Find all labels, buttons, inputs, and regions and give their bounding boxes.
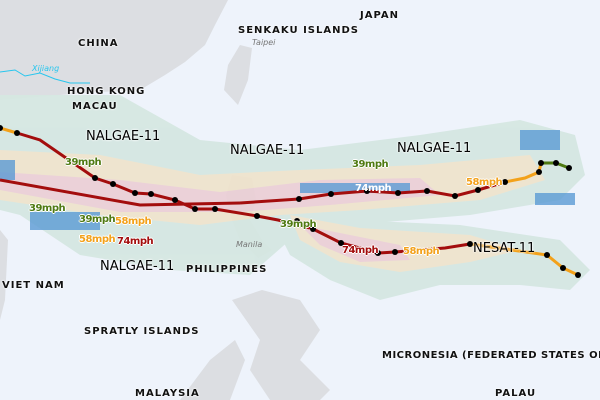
track-point xyxy=(338,240,344,246)
label-philippines: PHILIPPINES xyxy=(186,264,268,275)
swath-58mph-nesat xyxy=(290,215,520,272)
track-point xyxy=(254,213,260,219)
land-taiwan xyxy=(224,45,252,105)
label-manila: Manila xyxy=(236,240,263,249)
wind-label: 74mph xyxy=(342,245,379,256)
wind-label: 39mph xyxy=(352,159,389,170)
track-point xyxy=(395,190,401,196)
track-point xyxy=(14,130,20,136)
track-segment xyxy=(16,131,311,230)
track-point xyxy=(452,193,458,199)
wind-label: 58mph xyxy=(115,216,152,227)
wind-label: 58mph xyxy=(79,234,116,245)
label-malaysia: MALAYSIA xyxy=(135,388,200,399)
land-china xyxy=(0,0,228,100)
track-point xyxy=(538,160,544,166)
wind-label: 39mph xyxy=(65,157,102,168)
track-point xyxy=(475,187,481,193)
wind-label: 74mph xyxy=(117,236,154,247)
label-micronesia: MICRONESIA (FEDERATED STATES OF) xyxy=(382,350,600,361)
track-point xyxy=(132,190,138,196)
rain-cell xyxy=(520,130,560,150)
label-taipei: Taipei xyxy=(252,38,276,47)
label-china: CHINA xyxy=(78,38,119,49)
track-point xyxy=(310,226,316,232)
storm-label-nalgae: NALGAE-11 xyxy=(397,141,472,156)
track-point xyxy=(148,191,154,197)
land-borneo xyxy=(180,340,245,400)
track-segment xyxy=(469,242,579,277)
rainfall xyxy=(0,130,575,230)
label-xijiang: Xijiang xyxy=(32,64,60,73)
storm-label-nalgae: NALGAE-11 xyxy=(86,129,161,144)
label-palau: PALAU xyxy=(495,388,537,399)
wind-label: 39mph xyxy=(280,219,317,230)
track-point xyxy=(0,125,3,131)
track-point xyxy=(553,160,559,166)
storm-label-nalgae: NALGAE-11 xyxy=(230,143,305,158)
track-segment xyxy=(504,162,543,184)
wind-label: 58mph xyxy=(403,246,440,257)
label-spratly: SPRATLY ISLANDS xyxy=(84,326,200,337)
wind-label: 74mph xyxy=(355,183,392,194)
rain-cell xyxy=(30,212,100,230)
track-point xyxy=(364,188,370,194)
rain-cell xyxy=(535,193,575,205)
track-point xyxy=(92,175,98,181)
track-point xyxy=(544,252,550,258)
track-point xyxy=(296,196,302,202)
river-xijiang xyxy=(0,69,90,84)
track-point xyxy=(375,250,381,256)
label-japan: JAPAN xyxy=(360,10,399,21)
track-point xyxy=(560,265,566,271)
label-hong-kong: HONG KONG xyxy=(67,86,146,97)
label-senkaku: SENKAKU ISLANDS xyxy=(238,25,359,36)
track-point xyxy=(566,165,572,171)
track-point xyxy=(294,218,300,224)
wind-label: 58mph xyxy=(466,177,503,188)
track-point xyxy=(502,179,508,185)
track-point xyxy=(192,206,198,212)
label-macau: MACAU xyxy=(72,101,118,112)
track-point xyxy=(424,188,430,194)
label-viet-nam: VIET NAM xyxy=(2,280,65,291)
track-point xyxy=(536,169,542,175)
track-point xyxy=(328,191,334,197)
storm-tracks xyxy=(0,125,581,278)
storm-label-nesat: NESAT-11 xyxy=(473,241,536,256)
wind-label: 39mph xyxy=(79,214,116,225)
land-visayas-mindanao xyxy=(232,290,330,400)
track-point xyxy=(212,206,218,212)
storm-label-nalgae: NALGAE-11 xyxy=(100,259,175,274)
track-point xyxy=(172,197,178,203)
track-point xyxy=(467,241,473,247)
land-vietnam xyxy=(0,230,8,320)
rain-cell xyxy=(0,160,15,180)
track-point xyxy=(392,249,398,255)
wind-label: 39mph xyxy=(29,203,66,214)
wind-swaths xyxy=(0,95,590,300)
track-point xyxy=(575,272,581,278)
track-segment xyxy=(0,178,241,207)
track-point xyxy=(110,181,116,187)
rain-cell xyxy=(300,183,410,193)
